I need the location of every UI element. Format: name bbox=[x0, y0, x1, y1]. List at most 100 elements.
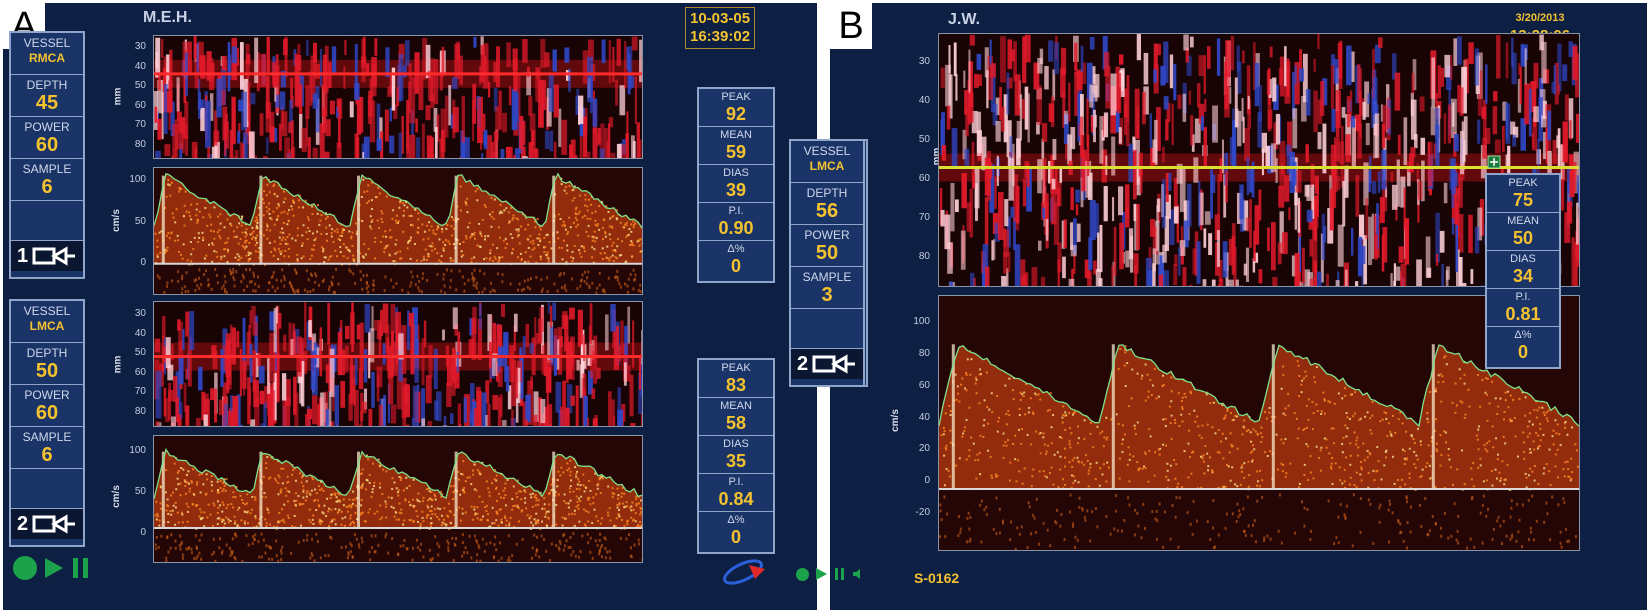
volume-icon[interactable] bbox=[852, 567, 864, 581]
dias-cell: DIAS 39 bbox=[699, 165, 773, 203]
power-value: 60 bbox=[35, 134, 59, 156]
panel-label: B bbox=[830, 3, 872, 49]
depth-value: 45 bbox=[35, 92, 59, 114]
dias-cell: DIAS 34 bbox=[1487, 251, 1559, 289]
probe-icon bbox=[812, 354, 856, 374]
delta-cell: Δ% 0 bbox=[699, 241, 773, 279]
pi-cell: P.I. 0.90 bbox=[699, 203, 773, 241]
spectrogram-image bbox=[939, 344, 1579, 550]
depth-cell[interactable]: DEPTH 56 bbox=[791, 183, 863, 225]
playback-controls bbox=[13, 556, 91, 580]
brand-logo-icon bbox=[723, 559, 765, 585]
sample-value: 6 bbox=[41, 444, 53, 466]
sample-cell[interactable]: SAMPLE 6 bbox=[11, 159, 83, 201]
probe-selector-2[interactable]: 2 bbox=[11, 509, 83, 539]
velocity-tick-label: 50 bbox=[134, 215, 146, 227]
mmode-image bbox=[939, 34, 1579, 286]
mm-tick-label: 30 bbox=[134, 308, 146, 319]
mmode-image bbox=[154, 302, 642, 426]
depth-cell[interactable]: DEPTH 50 bbox=[11, 343, 83, 385]
spectrogram-display[interactable] bbox=[938, 295, 1580, 551]
vessel-value: RMCA bbox=[29, 51, 65, 65]
mmode-display-2[interactable] bbox=[153, 301, 643, 427]
power-cell[interactable]: POWER 60 bbox=[11, 385, 83, 427]
velocity-axis-label: cm/s bbox=[110, 209, 122, 232]
sample-value: 6 bbox=[41, 176, 53, 198]
pi-cell: P.I. 0.81 bbox=[1487, 289, 1559, 327]
peak-value: 92 bbox=[725, 104, 747, 124]
dias-value: 35 bbox=[725, 451, 747, 471]
mmode-display[interactable] bbox=[938, 33, 1580, 287]
probe-number: 1 bbox=[17, 244, 29, 267]
mean-value: 50 bbox=[1512, 228, 1534, 248]
power-cell[interactable]: POWER 50 bbox=[791, 225, 863, 267]
patient-name: M.E.H. bbox=[143, 9, 192, 26]
dias-value: 34 bbox=[1512, 266, 1534, 286]
dias-label: DIAS bbox=[723, 167, 749, 179]
velocity-tick-label: 0 bbox=[140, 527, 146, 538]
mm-tick-label: 50 bbox=[134, 80, 146, 92]
dias-cell: DIAS 35 bbox=[699, 436, 773, 474]
delta-value: 0 bbox=[1517, 342, 1528, 362]
depth-cell[interactable]: DEPTH 45 bbox=[11, 75, 83, 117]
velocity-tick-label: 0 bbox=[140, 257, 146, 268]
velocity-tick-label: 40 bbox=[918, 411, 930, 423]
vessel-cell[interactable]: VESSEL LMCA bbox=[791, 141, 863, 183]
expand-icon[interactable] bbox=[1487, 155, 1501, 169]
delta-label: Δ% bbox=[727, 514, 745, 526]
velocity-tick-label: 50 bbox=[134, 486, 146, 497]
spectrogram-display-1[interactable] bbox=[153, 167, 643, 295]
velocity-tick-label: 0 bbox=[924, 475, 930, 487]
velocity-tick-label: 100 bbox=[129, 445, 146, 456]
vessel-cell[interactable]: VESSEL LMCA bbox=[11, 301, 83, 343]
mean-cell: MEAN 50 bbox=[1487, 213, 1559, 251]
pi-label: P.I. bbox=[1515, 291, 1531, 303]
empty-cell bbox=[11, 469, 83, 509]
probe-selector[interactable]: 2 bbox=[791, 349, 863, 379]
peak-value: 75 bbox=[1512, 190, 1534, 210]
peak-label: PEAK bbox=[721, 362, 751, 374]
study-code: S-0162 bbox=[914, 570, 960, 586]
depth-value: 56 bbox=[815, 200, 839, 222]
spectrogram-image bbox=[154, 447, 642, 562]
velocity-tick-label: 100 bbox=[913, 316, 930, 327]
record-button[interactable] bbox=[13, 556, 37, 580]
mmode-display-1[interactable] bbox=[153, 35, 643, 159]
power-label: POWER bbox=[24, 120, 70, 134]
pi-value: 0.84 bbox=[718, 489, 754, 509]
time: 16:39:02 bbox=[690, 28, 751, 45]
panel-a: A M.E.H. 10-03-05 16:39:02 VESSEL RMCA D… bbox=[3, 3, 817, 610]
power-label: POWER bbox=[24, 388, 70, 402]
depth-label: DEPTH bbox=[806, 186, 848, 200]
peak-cell: PEAK 75 bbox=[1487, 175, 1559, 213]
channel2-stats-panel: PEAK 83 MEAN 58 DIAS 35 P.I. 0.84 Δ% 0 bbox=[697, 358, 775, 554]
vessel-label: VESSEL bbox=[23, 304, 71, 318]
vessel-label: VESSEL bbox=[23, 36, 71, 50]
spectrogram-display-2[interactable] bbox=[153, 435, 643, 563]
pause-button[interactable] bbox=[71, 556, 91, 580]
mm-tick-label: 80 bbox=[134, 139, 146, 150]
vessel-cell[interactable]: VESSEL RMCA bbox=[11, 33, 83, 75]
sample-cell[interactable]: SAMPLE 3 bbox=[791, 267, 863, 309]
power-cell[interactable]: POWER 60 bbox=[11, 117, 83, 159]
mean-value: 59 bbox=[725, 142, 747, 162]
date: 10-03-05 bbox=[690, 10, 751, 27]
mm-tick-label: 70 bbox=[918, 212, 930, 223]
peak-cell: PEAK 83 bbox=[699, 360, 773, 398]
mean-label: MEAN bbox=[1507, 215, 1539, 227]
spectrogram-image bbox=[154, 172, 642, 294]
sample-cell[interactable]: SAMPLE 6 bbox=[11, 427, 83, 469]
velocity-tick-label: 100 bbox=[129, 174, 146, 185]
probe-selector-1[interactable]: 1 bbox=[11, 241, 83, 271]
pause-button[interactable] bbox=[834, 567, 846, 581]
play-button[interactable] bbox=[43, 556, 65, 580]
play-button[interactable] bbox=[815, 567, 828, 581]
mm-tick-label: 70 bbox=[134, 119, 146, 131]
dias-label: DIAS bbox=[723, 438, 749, 450]
mean-label: MEAN bbox=[720, 129, 752, 141]
record-button[interactable] bbox=[796, 567, 809, 581]
mm-tick-label: 60 bbox=[918, 173, 930, 184]
channel1-settings-panel: VESSEL RMCA DEPTH 45 POWER 60 SAMPLE 6 1 bbox=[9, 31, 85, 279]
vessel-label: VESSEL bbox=[803, 144, 851, 158]
empty-cell bbox=[791, 309, 863, 349]
